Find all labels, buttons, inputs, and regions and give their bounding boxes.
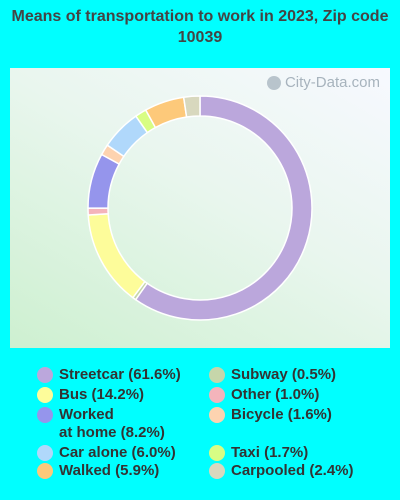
watermark-text: City-Data.com <box>284 74 380 91</box>
slice-streetcar <box>134 95 313 321</box>
legend-label: Worked at home (8.2%) <box>59 406 165 441</box>
legend-item-worked-at-home: Worked at home (8.2%) <box>37 406 165 442</box>
legend-item-subway: Subway (0.5%) <box>209 366 336 384</box>
search-icon <box>266 75 281 90</box>
donut-chart <box>87 95 313 321</box>
legend-swatch <box>37 445 53 461</box>
legend-label: Streetcar (61.6%) <box>59 366 181 383</box>
legend-swatch <box>209 407 225 423</box>
legend-swatch <box>37 367 53 383</box>
legend-label: Other (1.0%) <box>231 386 320 403</box>
legend-label: Bicycle (1.6%) <box>231 406 332 423</box>
plot-area: City-Data.com <box>10 68 390 348</box>
legend-label: Walked (5.9%) <box>59 462 160 479</box>
legend-swatch <box>209 463 225 479</box>
legend-swatch <box>37 463 53 479</box>
legend-item-other: Other (1.0%) <box>209 386 319 404</box>
legend-swatch <box>37 407 53 423</box>
legend-item-bicycle: Bicycle (1.6%) <box>209 406 332 424</box>
legend-item-taxi: Taxi (1.7%) <box>209 444 308 462</box>
chart-title: Means of transportation to work in 2023,… <box>11 8 389 46</box>
legend-swatch <box>209 445 225 461</box>
slice-worked-at-home <box>87 153 121 209</box>
legend-item-streetcar: Streetcar (61.6%) <box>37 366 181 384</box>
legend-swatch <box>37 387 53 403</box>
legend-label: Subway (0.5%) <box>231 366 337 383</box>
legend-label: Taxi (1.7%) <box>231 444 309 461</box>
slice-carpooled <box>182 95 201 118</box>
legend-swatch <box>209 387 225 403</box>
slice-bus <box>87 212 146 299</box>
watermark: City-Data.com <box>266 74 380 91</box>
slice-other <box>87 207 109 216</box>
legend-label: Car alone (6.0%) <box>59 444 176 461</box>
legend-item-car-alone: Car alone (6.0%) <box>37 444 176 462</box>
legend-item-carpooled: Carpooled (2.4%) <box>209 462 354 480</box>
legend-swatch <box>209 367 225 383</box>
legend: Streetcar (61.6%) Bus (14.2%) Worked at ho… <box>0 366 400 496</box>
legend-item-bus: Bus (14.2%) <box>37 386 144 404</box>
legend-label: Bus (14.2%) <box>59 386 145 403</box>
legend-label: Carpooled (2.4%) <box>231 462 354 479</box>
legend-item-walked: Walked (5.9%) <box>37 462 159 480</box>
